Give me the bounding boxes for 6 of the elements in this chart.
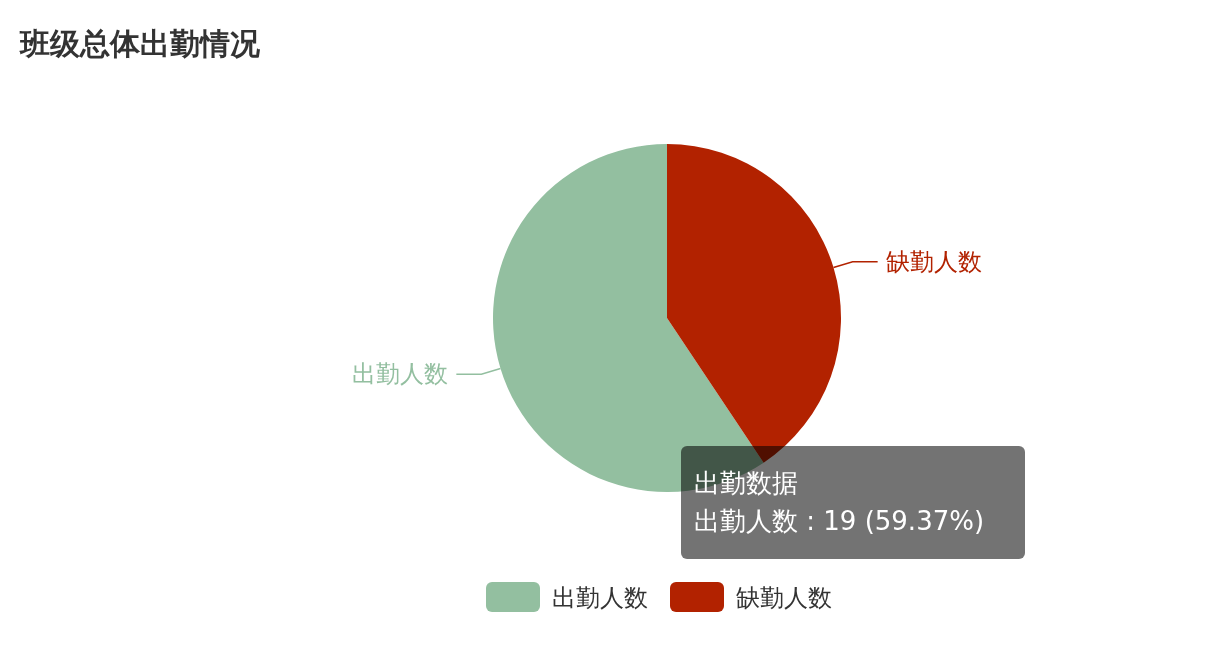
slice-label: 出勤人数: [352, 360, 449, 389]
slice-label: 缺勤人数: [885, 247, 982, 276]
legend-label: 出勤人数: [552, 584, 648, 612]
tooltip: 出勤数据 出勤人数 : 19 (59.37%): [681, 446, 1025, 559]
legend-label: 缺勤人数: [736, 584, 832, 612]
chart-title: 班级总体出勤情况: [19, 26, 261, 61]
